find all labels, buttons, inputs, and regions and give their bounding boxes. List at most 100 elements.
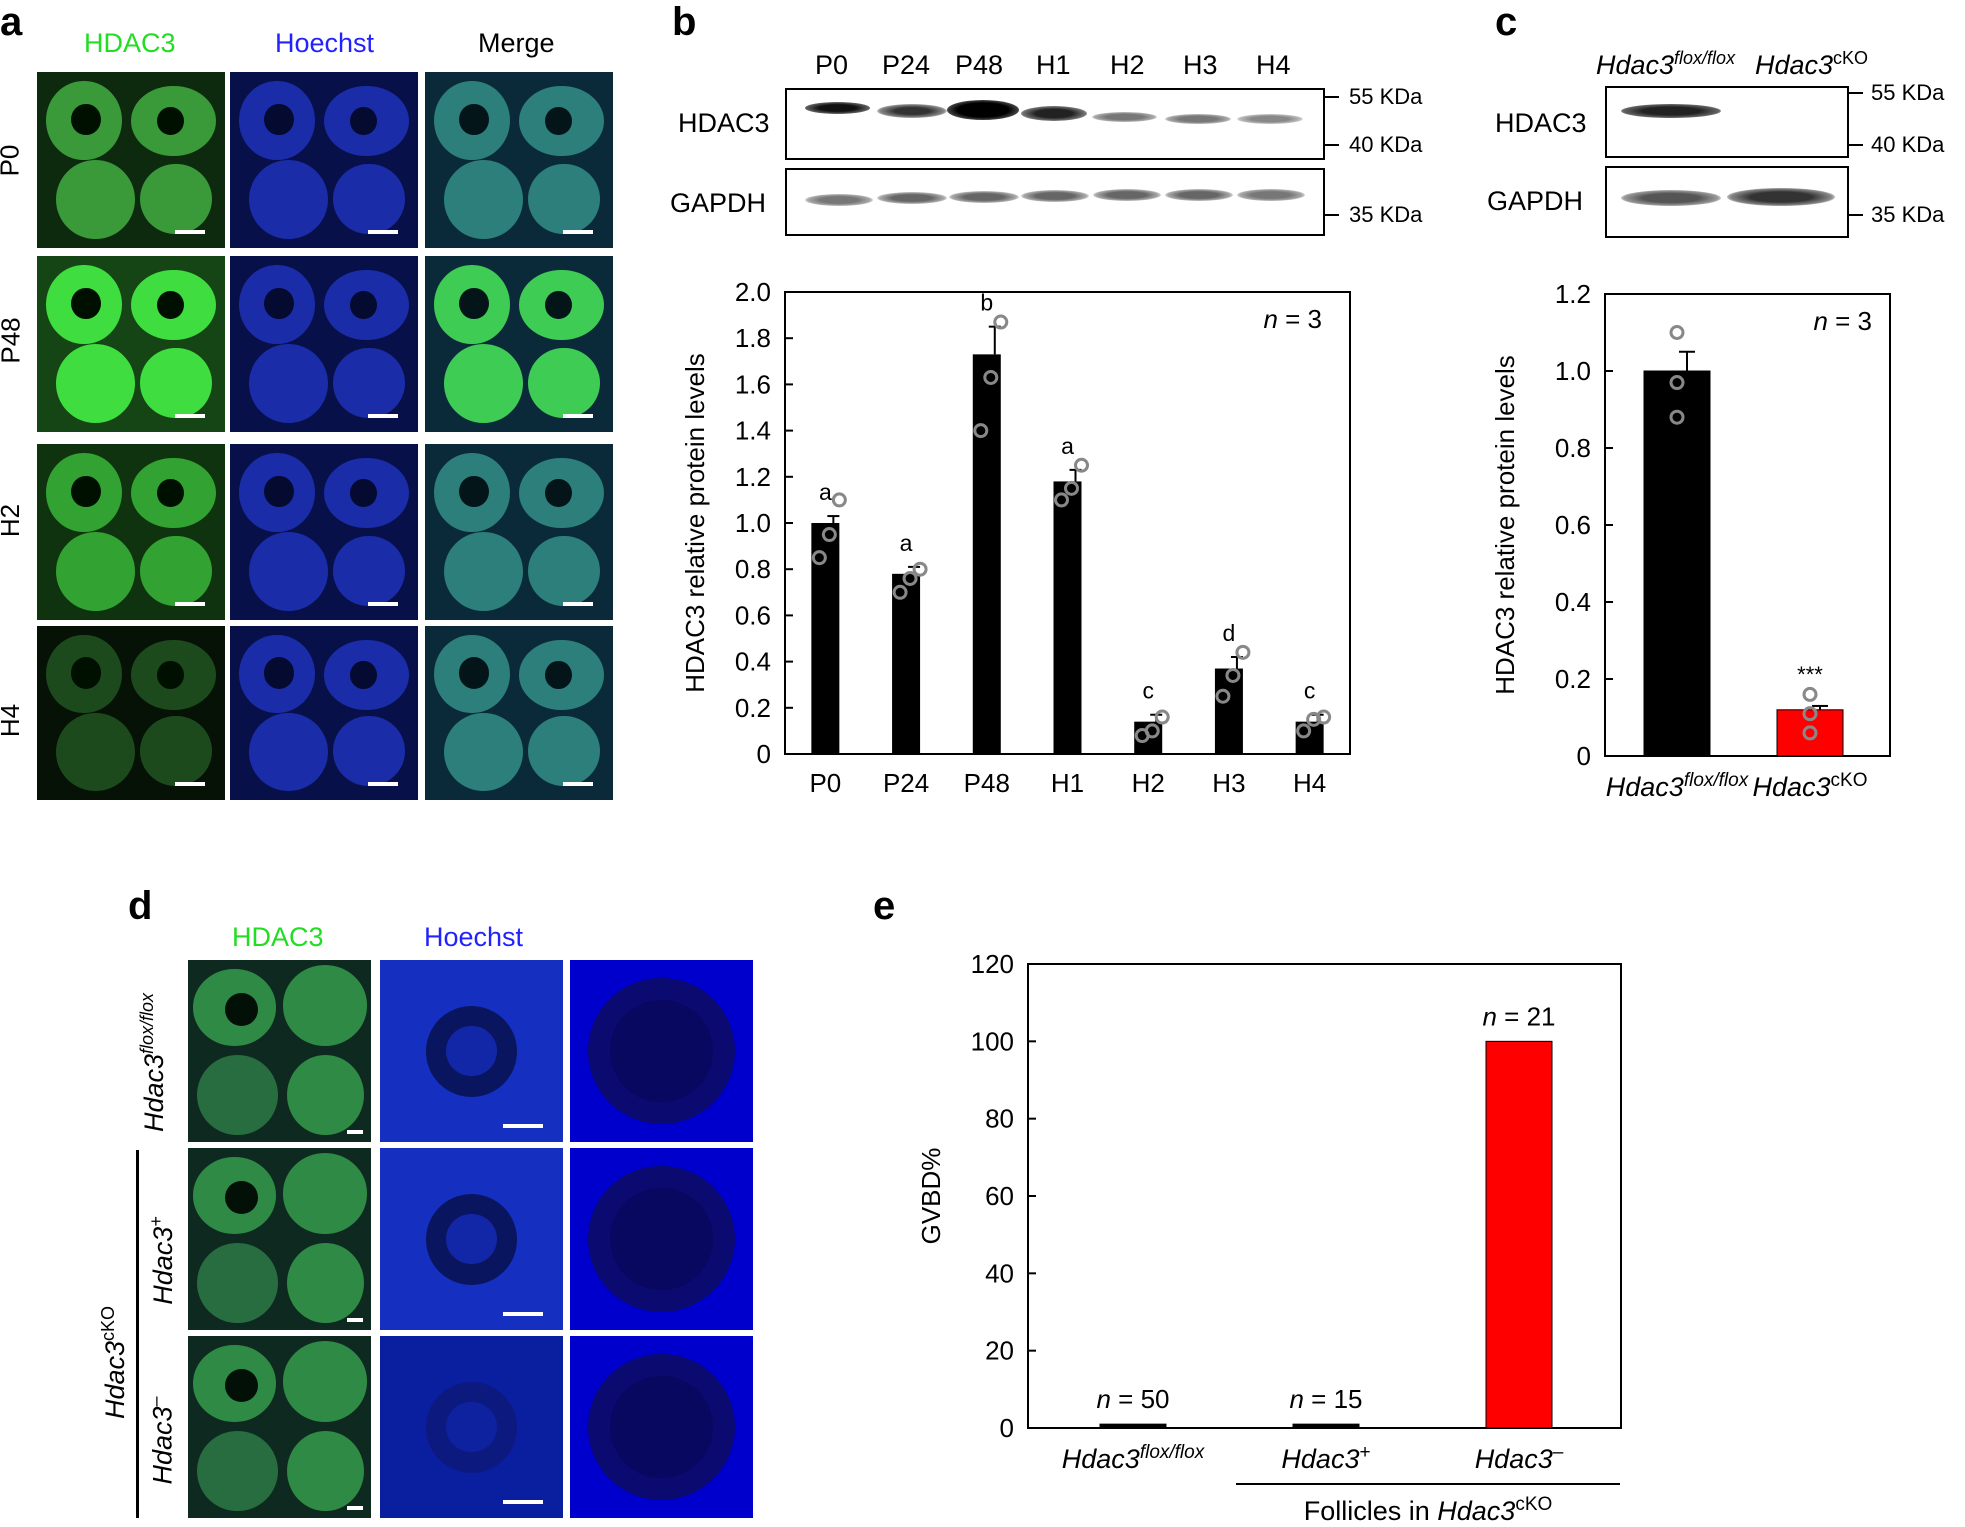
scale-bar: [347, 1506, 363, 1510]
data-point: [1144, 723, 1160, 739]
hoechst-oocyte-image: [570, 1148, 753, 1330]
data-point: [973, 423, 989, 439]
marker-label-40: 40 KDa: [1349, 132, 1423, 157]
y-tick-label: 0: [1000, 1413, 1014, 1443]
marker-tick: [1849, 214, 1863, 216]
x-tick-label: Hdac3+: [1281, 1442, 1370, 1474]
significance-letter: d: [1223, 620, 1236, 646]
bar: [1776, 709, 1844, 757]
panel-b-hdac3-blot: [785, 88, 1325, 160]
x-tick-label: P24: [883, 768, 929, 798]
data-point: [811, 550, 827, 566]
scale-bar: [563, 602, 593, 606]
bar: [1485, 1040, 1553, 1429]
panel-b-gapdh-blot: [785, 168, 1325, 236]
lane-label: H4: [1256, 50, 1291, 80]
hdac3-image: [37, 626, 225, 800]
hoechst-image: [230, 444, 418, 620]
data-point: [1064, 480, 1079, 496]
panel-c-blot-label-gapdh: GAPDH: [1487, 186, 1584, 216]
y-tick-label: 2.0: [735, 277, 771, 307]
x-tick-label: H2: [1132, 768, 1165, 798]
scale-bar: [347, 1318, 363, 1322]
marker-tick: [1849, 144, 1863, 146]
hoechst-zoom-image: [380, 960, 563, 1142]
n-annotation: n = 3: [1263, 304, 1322, 334]
y-tick-label: 0.8: [735, 554, 771, 584]
panel-d-row-flox: Hdac3flox/flox: [137, 992, 170, 1133]
x-tick-label: H1: [1051, 768, 1084, 798]
panel-b-blot-label-hdac3: HDAC3: [678, 108, 770, 138]
y-tick-label: 0.6: [735, 600, 771, 630]
marker-tick: [1325, 96, 1339, 98]
scale-bar: [503, 1500, 543, 1504]
lane-label: P48: [955, 50, 1004, 80]
scale-bar: [503, 1124, 543, 1128]
panel-d-col-hdac3: HDAC3: [232, 922, 324, 952]
bar: [892, 573, 921, 754]
data-point: [993, 314, 1009, 330]
y-tick-label: 20: [985, 1336, 1014, 1366]
hoechst-oocyte-image: [570, 1336, 753, 1518]
data-point: [912, 561, 928, 577]
y-tick-label: 60: [985, 1181, 1014, 1211]
data-point: [1225, 667, 1241, 683]
y-tick-label: 1.6: [735, 369, 771, 399]
bar: [1214, 668, 1243, 754]
panel-e-letter: e: [873, 884, 896, 928]
panel-a-row-h4: H4: [0, 703, 26, 738]
data-point: [1802, 706, 1818, 722]
marker-label-35: 35 KDa: [1349, 202, 1423, 227]
hoechst-image: [230, 72, 418, 248]
merge-image: [425, 256, 613, 432]
hdac3-image: [37, 444, 225, 620]
n-annotation: n = 21: [1482, 1001, 1555, 1031]
x-tick-label: Hdac3–: [1475, 1442, 1564, 1474]
significance-letter: a: [900, 530, 913, 556]
lane-label: P24: [882, 50, 931, 80]
y-tick-label: 0.2: [1555, 664, 1591, 694]
hdac3-image: [188, 960, 371, 1142]
hdac3-image: [37, 72, 225, 248]
marker-label-40: 40 KDa: [1871, 132, 1945, 157]
x-tick-label: Hdac3flox/flox: [1606, 770, 1750, 802]
panel-e-bar-chart: 0 20 40 60 80 100 120 GVBD% n = 50 Hdac3flox/flox…: [916, 949, 1622, 1526]
significance-marker: ***: [1797, 662, 1823, 687]
marker-label-55: 55 KDa: [1349, 84, 1423, 109]
data-point: [1669, 375, 1685, 391]
x-group-label: Follicles in Hdac3cKO: [1304, 1494, 1553, 1526]
lane-label: H2: [1110, 50, 1145, 80]
x-tick-label: Hdac3flox/flox: [1062, 1442, 1206, 1474]
hdac3-image: [188, 1336, 371, 1518]
n-annotation: n = 15: [1289, 1384, 1362, 1414]
hoechst-image: [230, 626, 418, 800]
y-tick-label: 80: [985, 1104, 1014, 1134]
panel-c-blot-label-hdac3: HDAC3: [1495, 108, 1587, 138]
marker-tick: [1325, 144, 1339, 146]
panel-d-row-plus: Hdac3+: [145, 1216, 178, 1305]
bar: [972, 354, 1001, 754]
scale-bar: [368, 230, 398, 234]
merge-image: [425, 72, 613, 248]
y-tick-label: 0: [1577, 741, 1591, 771]
n-annotation: n = 50: [1096, 1384, 1169, 1414]
data-point: [1054, 492, 1069, 508]
panel-d-group-bracket: [136, 1150, 139, 1518]
data-point: [983, 369, 999, 385]
marker-tick: [1325, 214, 1339, 216]
scale-bar: [563, 230, 593, 234]
merge-image: [425, 444, 613, 620]
y-tick-label: 0.2: [735, 693, 771, 723]
y-tick-label: 1.0: [735, 508, 771, 538]
x-tick-label: H4: [1293, 768, 1326, 798]
scale-bar: [175, 602, 205, 606]
data-point: [1802, 725, 1818, 741]
panel-a-row-p0: P0: [0, 144, 25, 177]
marker-label-55: 55 KDa: [1871, 80, 1945, 105]
significance-letter: a: [819, 479, 832, 505]
scale-bar: [368, 782, 398, 786]
significance-letter: c: [1304, 678, 1316, 704]
panel-d-col-hoechst: Hoechst: [424, 922, 524, 952]
panel-a-row-h2: H2: [0, 503, 26, 538]
data-point: [1802, 686, 1818, 702]
